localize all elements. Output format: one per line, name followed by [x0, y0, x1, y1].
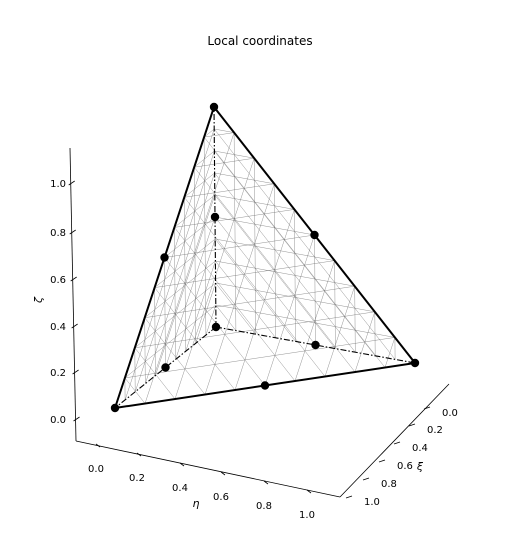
- surface-mesh: [124, 128, 396, 404]
- eta-tick-mark: [306, 489, 312, 494]
- eta-tick-mark: [220, 471, 226, 476]
- xi-tick-mark: [408, 423, 416, 427]
- zeta-axis-line: [69, 147, 77, 442]
- hidden-edge-dashdot: [213, 106, 217, 328]
- zeta-tick-label: 0.4: [50, 322, 66, 333]
- zeta-tick-mark: [71, 323, 78, 329]
- eta-tick-label: 0.4: [172, 483, 188, 494]
- eta-tick-label: 1.0: [299, 510, 315, 521]
- xi-tick-mark: [362, 477, 370, 481]
- face-mesh-lines: [124, 128, 216, 400]
- xi-axis-line: [339, 383, 450, 498]
- node-point: [260, 381, 270, 390]
- node-point: [110, 403, 120, 413]
- node-point: [410, 358, 420, 368]
- node-point: [211, 322, 221, 332]
- xi-tick-label: 0.6: [397, 461, 413, 472]
- zeta-tick-label: 1.0: [50, 179, 66, 190]
- node-point: [210, 212, 220, 222]
- eta-tick-label: 0.0: [88, 464, 104, 475]
- xi-tick-label: 0.2: [427, 425, 443, 436]
- xi-tick-mark: [423, 406, 431, 410]
- axes-layer: 0.00.20.40.60.81.0η0.00.20.40.60.81.0ξ0.…: [32, 147, 458, 521]
- zeta-tick-label: 0.8: [50, 228, 66, 239]
- eta-axis-line: [75, 440, 341, 498]
- xi-tick-label: 0.4: [412, 443, 428, 454]
- xi-tick-label: 0.0: [442, 408, 458, 419]
- xi-tick-label: 0.8: [381, 479, 397, 490]
- eta-tick-mark: [136, 452, 142, 457]
- face-mesh-lines: [214, 128, 396, 360]
- zeta-axis-label: ζ: [32, 296, 45, 304]
- zeta-tick-label: 0.2: [50, 368, 66, 379]
- xi-tick-label: 1.0: [364, 497, 380, 508]
- zeta-tick-mark: [70, 276, 77, 282]
- xi-tick-mark: [345, 495, 353, 499]
- zeta-tick-label: 0.0: [50, 415, 66, 426]
- zeta-tick-label: 0.6: [50, 275, 66, 286]
- node-point: [310, 230, 319, 240]
- eta-tick-label: 0.2: [129, 473, 145, 484]
- xi-axis-label: ξ: [416, 460, 424, 473]
- hidden-edge-dashdot: [114, 326, 217, 409]
- face-mesh-lines: [124, 132, 396, 404]
- eta-tick-mark: [95, 443, 101, 448]
- node-point: [311, 340, 320, 350]
- xi-tick-mark: [393, 441, 401, 445]
- eta-tick-mark: [179, 462, 185, 467]
- zeta-tick-mark: [73, 416, 80, 422]
- zeta-tick-mark: [68, 180, 75, 186]
- node-point: [160, 253, 169, 262]
- node-markers: [110, 102, 420, 413]
- eta-tick-mark: [263, 480, 269, 485]
- node-point: [161, 363, 170, 372]
- node-point: [209, 102, 219, 112]
- zeta-tick-mark: [72, 369, 79, 375]
- eta-tick-label: 0.8: [256, 501, 272, 512]
- eta-axis-label: η: [193, 497, 200, 510]
- zeta-tick-mark: [69, 229, 76, 235]
- chart-title: Local coordinates: [207, 34, 312, 48]
- xi-tick-mark: [378, 459, 386, 463]
- eta-tick-label: 0.6: [213, 492, 229, 503]
